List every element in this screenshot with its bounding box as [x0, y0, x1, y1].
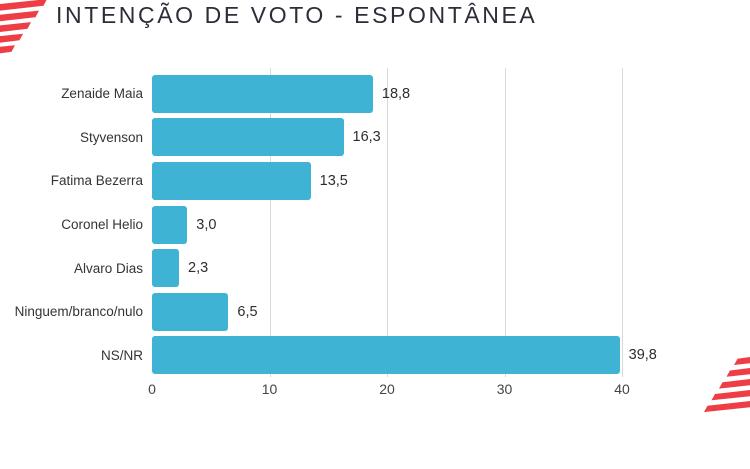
gridline: [504, 68, 506, 377]
value-label: 13,5: [319, 172, 348, 189]
gridline: [387, 68, 388, 377]
category-label: Styvenson: [79, 129, 143, 145]
x-axis-tick-label: 40: [614, 381, 630, 397]
bar-track: 3,0: [152, 205, 622, 244]
category-label: Zenaide Maia: [61, 86, 143, 102]
bar-track: 2,3: [152, 249, 622, 288]
value-label: 18,8: [381, 85, 411, 102]
x-axis-tick-label: 20: [379, 381, 395, 397]
bar-row: Fatima Bezerra 13,5: [0, 159, 700, 203]
bar-track: 6,5: [152, 292, 622, 331]
value-label: 16,3: [352, 129, 381, 146]
category-label: Coronel Helio: [61, 217, 143, 233]
bar-row: Zenaide Maia 18,8: [0, 72, 700, 116]
bar-track: 16,3: [152, 118, 622, 157]
bar: [152, 118, 344, 157]
gridline: [269, 68, 271, 377]
stripes-logo-icon: [0, 0, 47, 54]
category-label: Alvaro Dias: [73, 260, 143, 276]
bar: [152, 292, 229, 331]
stripes-logo-icon: [704, 357, 750, 412]
page-title: INTENÇÃO DE VOTO - ESPONTÂNEA: [56, 2, 538, 28]
bar-row: Ninguem/branco/nulo 6,5: [0, 290, 700, 334]
bar-chart: Zenaide Maia 18,8 Styvenson 16,3 Fatima …: [0, 72, 700, 377]
value-label: 3,0: [196, 216, 217, 233]
bar-row: NS/NR 39,8: [0, 334, 700, 378]
bar: [152, 249, 180, 288]
bar: [152, 205, 188, 244]
category-label: Ninguem/branco/nulo: [14, 304, 143, 320]
plot-gridlines: [152, 68, 623, 377]
bar-track: 18,8: [152, 74, 622, 113]
bar: [152, 336, 620, 375]
x-axis-tick-label: 0: [148, 381, 156, 397]
value-label: 6,5: [237, 303, 258, 320]
bar-track: 39,8: [152, 336, 657, 375]
bar: [152, 161, 311, 200]
bar: [152, 74, 373, 113]
bar-row: Alvaro Dias 2,3: [0, 246, 700, 290]
x-axis: 0 10 20 30 40: [148, 381, 630, 399]
x-axis-tick-label: 30: [496, 381, 513, 397]
category-label: NS/NR: [100, 347, 143, 363]
bar-row: Coronel Helio 3,0: [0, 203, 700, 247]
category-label: Fatima Bezerra: [50, 173, 143, 189]
bar-row: Styvenson 16,3: [0, 116, 700, 160]
bar-track: 13,5: [152, 161, 622, 200]
gridline: [622, 68, 623, 377]
x-axis-tick-label: 10: [261, 381, 278, 397]
value-label: 39,8: [628, 347, 657, 364]
value-label: 2,3: [188, 260, 209, 277]
